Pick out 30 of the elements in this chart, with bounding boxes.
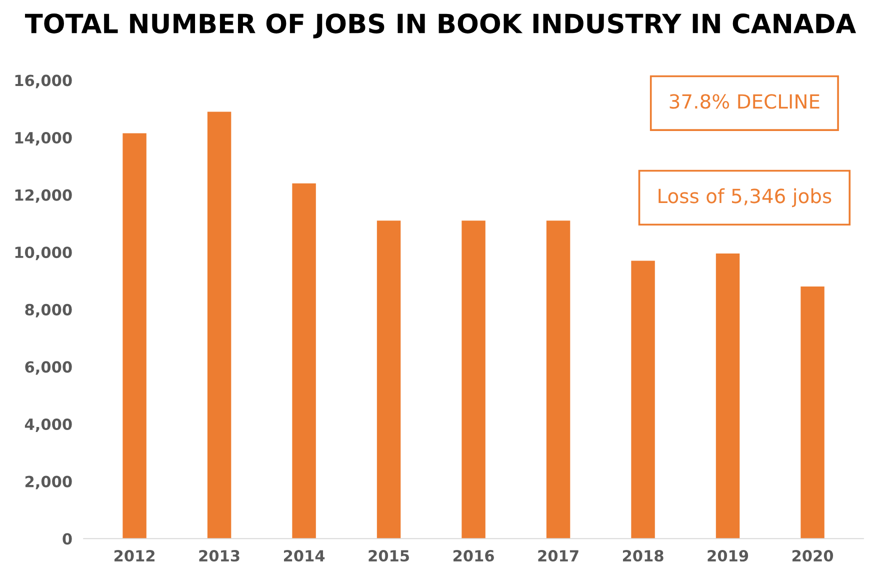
y-tick-label: 2,000 bbox=[25, 476, 72, 490]
bar bbox=[716, 254, 740, 539]
x-tick-label: 2018 bbox=[622, 550, 664, 562]
y-tick-label: 0 bbox=[62, 533, 72, 545]
bar bbox=[376, 220, 401, 539]
x-tick-label: 2019 bbox=[708, 550, 748, 562]
y-tick-label: 12,000 bbox=[15, 189, 72, 203]
bar bbox=[462, 220, 486, 539]
bar bbox=[800, 286, 824, 539]
bar bbox=[631, 260, 655, 539]
x-tick-label: 2012 bbox=[114, 550, 154, 562]
y-tick-label: 4,000 bbox=[24, 418, 72, 432]
y-tick-label: 6,000 bbox=[25, 361, 72, 375]
annotation: 37.8% DECLINE bbox=[670, 94, 820, 109]
y-tick-label: 10,000 bbox=[15, 246, 72, 260]
bar bbox=[292, 183, 316, 539]
x-tick-label: 2014 bbox=[284, 550, 325, 562]
x-tick-label: 2015 bbox=[368, 550, 409, 562]
x-tick-label: 2016 bbox=[453, 550, 494, 562]
bar bbox=[546, 220, 570, 539]
x-tick-label: 2013 bbox=[199, 550, 240, 562]
bar bbox=[207, 112, 232, 539]
y-tick-label: 14,000 bbox=[15, 132, 72, 146]
x-tick-label: 2017 bbox=[538, 550, 578, 562]
y-tick-label: 8,000 bbox=[25, 304, 72, 318]
bar bbox=[122, 133, 146, 539]
annotation: Loss of 5,346 jobs bbox=[658, 188, 832, 208]
chart-title: TOTAL NUMBER OF JOBS IN BOOK INDUSTRY IN CANADA bbox=[24, 13, 856, 38]
x-tick-label: 2020 bbox=[792, 550, 834, 562]
y-tick-label: 16,000 bbox=[15, 74, 72, 88]
